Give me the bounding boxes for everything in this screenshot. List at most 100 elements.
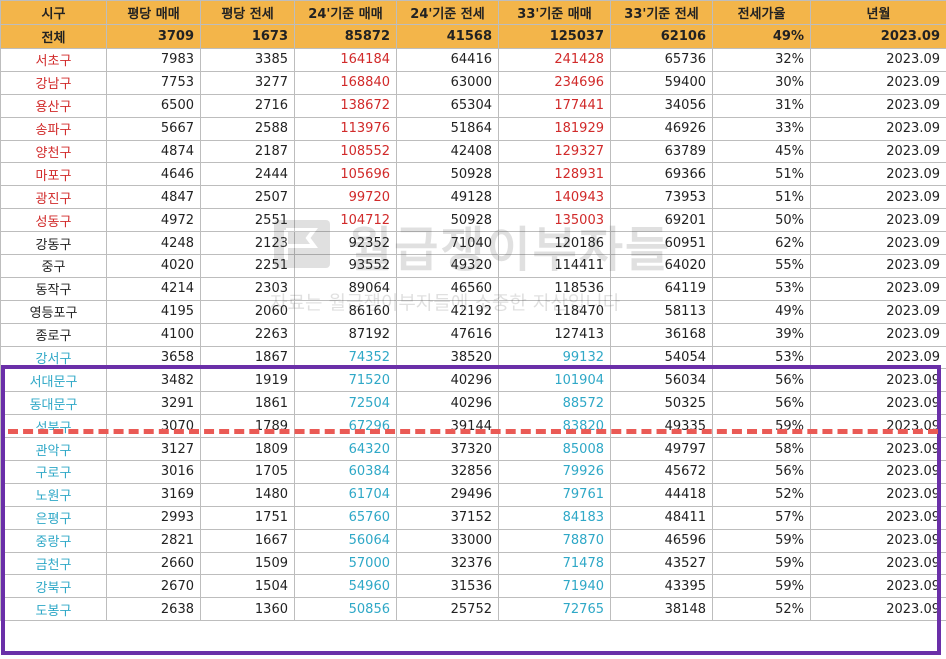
value-cell: 114411 bbox=[498, 254, 611, 278]
value-cell: 48411 bbox=[610, 505, 713, 530]
value-cell: 54960 bbox=[294, 574, 397, 599]
value-cell: 4100 bbox=[106, 322, 201, 347]
value-cell: 25752 bbox=[396, 597, 499, 622]
column-header: 년월 bbox=[810, 0, 946, 25]
value-cell: 128931 bbox=[498, 162, 611, 187]
value-cell: 38520 bbox=[396, 345, 499, 370]
district-cell: 구로구 bbox=[0, 460, 107, 484]
value-cell: 234696 bbox=[498, 70, 611, 95]
table-row: 강서구 3658 1867 74352 38520 99132 54054 53% 2023.0… bbox=[0, 345, 946, 370]
value-cell: 64320 bbox=[294, 437, 397, 462]
value-cell: 43395 bbox=[610, 574, 713, 599]
value-cell: 2023.09 bbox=[810, 139, 946, 164]
value-cell: 2023.09 bbox=[810, 437, 946, 462]
value-cell: 4248 bbox=[106, 231, 201, 256]
value-cell: 3385 bbox=[200, 48, 295, 72]
value-cell: 58113 bbox=[610, 299, 713, 324]
value-cell: 45672 bbox=[610, 460, 713, 484]
value-cell: 49% bbox=[712, 299, 811, 324]
value-cell: 57% bbox=[712, 505, 811, 530]
value-cell: 2588 bbox=[200, 116, 295, 141]
value-cell: 37320 bbox=[396, 437, 499, 462]
value-cell: 56034 bbox=[610, 368, 713, 393]
value-cell: 2716 bbox=[200, 93, 295, 118]
value-cell: 49335 bbox=[610, 414, 713, 439]
value-cell: 2023.09 bbox=[810, 276, 946, 301]
district-cell: 동작구 bbox=[0, 276, 107, 301]
value-cell: 2023.09 bbox=[810, 391, 946, 416]
value-cell: 2551 bbox=[200, 208, 295, 233]
table-row: 용산구 6500 2716 138672 65304 177441 34056 31% 2023… bbox=[0, 93, 946, 118]
value-cell: 56% bbox=[712, 391, 811, 416]
value-cell: 51% bbox=[712, 162, 811, 187]
value-cell: 105696 bbox=[294, 162, 397, 187]
district-cell: 영등포구 bbox=[0, 299, 107, 324]
value-cell: 181929 bbox=[498, 116, 611, 141]
value-cell: 53% bbox=[712, 345, 811, 370]
column-header: 33'기준 매매 bbox=[498, 0, 611, 25]
value-cell: 60951 bbox=[610, 231, 713, 256]
value-cell: 4195 bbox=[106, 299, 201, 324]
value-cell: 50% bbox=[712, 208, 811, 233]
value-cell: 32376 bbox=[396, 551, 499, 576]
table-row: 관악구 3127 1809 64320 37320 85008 49797 58% 2023.0… bbox=[0, 437, 946, 462]
value-cell: 42192 bbox=[396, 299, 499, 324]
value-cell: 104712 bbox=[294, 208, 397, 233]
value-cell: 1919 bbox=[200, 368, 295, 393]
table-row: 강남구 7753 3277 168840 63000 234696 59400 30% 2023… bbox=[0, 70, 946, 95]
value-cell: 93552 bbox=[294, 254, 397, 278]
table-row: 중구 4020 2251 93552 49320 114411 64020 55% 2023.0… bbox=[0, 254, 946, 278]
value-cell: 2023.09 bbox=[810, 505, 946, 530]
value-cell: 33000 bbox=[396, 528, 499, 553]
value-cell: 2023.09 bbox=[810, 254, 946, 278]
value-cell: 7983 bbox=[106, 48, 201, 72]
value-cell: 39144 bbox=[396, 414, 499, 439]
value-cell: 2444 bbox=[200, 162, 295, 187]
value-cell: 55% bbox=[712, 254, 811, 278]
district-cell: 서대문구 bbox=[0, 368, 107, 393]
value-cell: 4646 bbox=[106, 162, 201, 187]
value-cell: 2023.09 bbox=[810, 482, 946, 507]
value-cell: 62106 bbox=[610, 24, 713, 49]
value-cell: 40296 bbox=[396, 368, 499, 393]
value-cell: 2660 bbox=[106, 551, 201, 576]
value-cell: 54054 bbox=[610, 345, 713, 370]
value-cell: 2123 bbox=[200, 231, 295, 256]
value-cell: 4874 bbox=[106, 139, 201, 164]
value-cell: 3658 bbox=[106, 345, 201, 370]
table-row: 성동구 4972 2551 104712 50928 135003 69201 50% 2023… bbox=[0, 208, 946, 233]
value-cell: 6500 bbox=[106, 93, 201, 118]
value-cell: 56064 bbox=[294, 528, 397, 553]
value-cell: 64119 bbox=[610, 276, 713, 301]
district-cell: 관악구 bbox=[0, 437, 107, 462]
value-cell: 84183 bbox=[498, 505, 611, 530]
header-row: 시구 평당 매매 평당 전세 24'기준 매매 24'기준 전세 33'기준 매매 33'기… bbox=[0, 0, 946, 25]
value-cell: 1705 bbox=[200, 460, 295, 484]
value-cell: 33% bbox=[712, 116, 811, 141]
value-cell: 36168 bbox=[610, 322, 713, 347]
value-cell: 2023.09 bbox=[810, 597, 946, 622]
value-cell: 2023.09 bbox=[810, 528, 946, 553]
value-cell: 58% bbox=[712, 437, 811, 462]
value-cell: 1861 bbox=[200, 391, 295, 416]
value-cell: 125037 bbox=[498, 24, 611, 49]
value-cell: 3070 bbox=[106, 414, 201, 439]
value-cell: 49128 bbox=[396, 185, 499, 210]
value-cell: 79761 bbox=[498, 482, 611, 507]
value-cell: 59400 bbox=[610, 70, 713, 95]
table-row: 종로구 4100 2263 87192 47616 127413 36168 39% 2023.… bbox=[0, 322, 946, 347]
value-cell: 1867 bbox=[200, 345, 295, 370]
value-cell: 2023.09 bbox=[810, 345, 946, 370]
value-cell: 1751 bbox=[200, 505, 295, 530]
value-cell: 39% bbox=[712, 322, 811, 347]
value-cell: 2187 bbox=[200, 139, 295, 164]
value-cell: 118536 bbox=[498, 276, 611, 301]
value-cell: 2638 bbox=[106, 597, 201, 622]
value-cell: 71520 bbox=[294, 368, 397, 393]
value-cell: 2023.09 bbox=[810, 460, 946, 484]
value-cell: 2303 bbox=[200, 276, 295, 301]
value-cell: 3277 bbox=[200, 70, 295, 95]
value-cell: 34056 bbox=[610, 93, 713, 118]
table-row: 서대문구 3482 1919 71520 40296 101904 56034 56% 2023… bbox=[0, 368, 946, 393]
column-header: 시구 bbox=[0, 0, 107, 25]
